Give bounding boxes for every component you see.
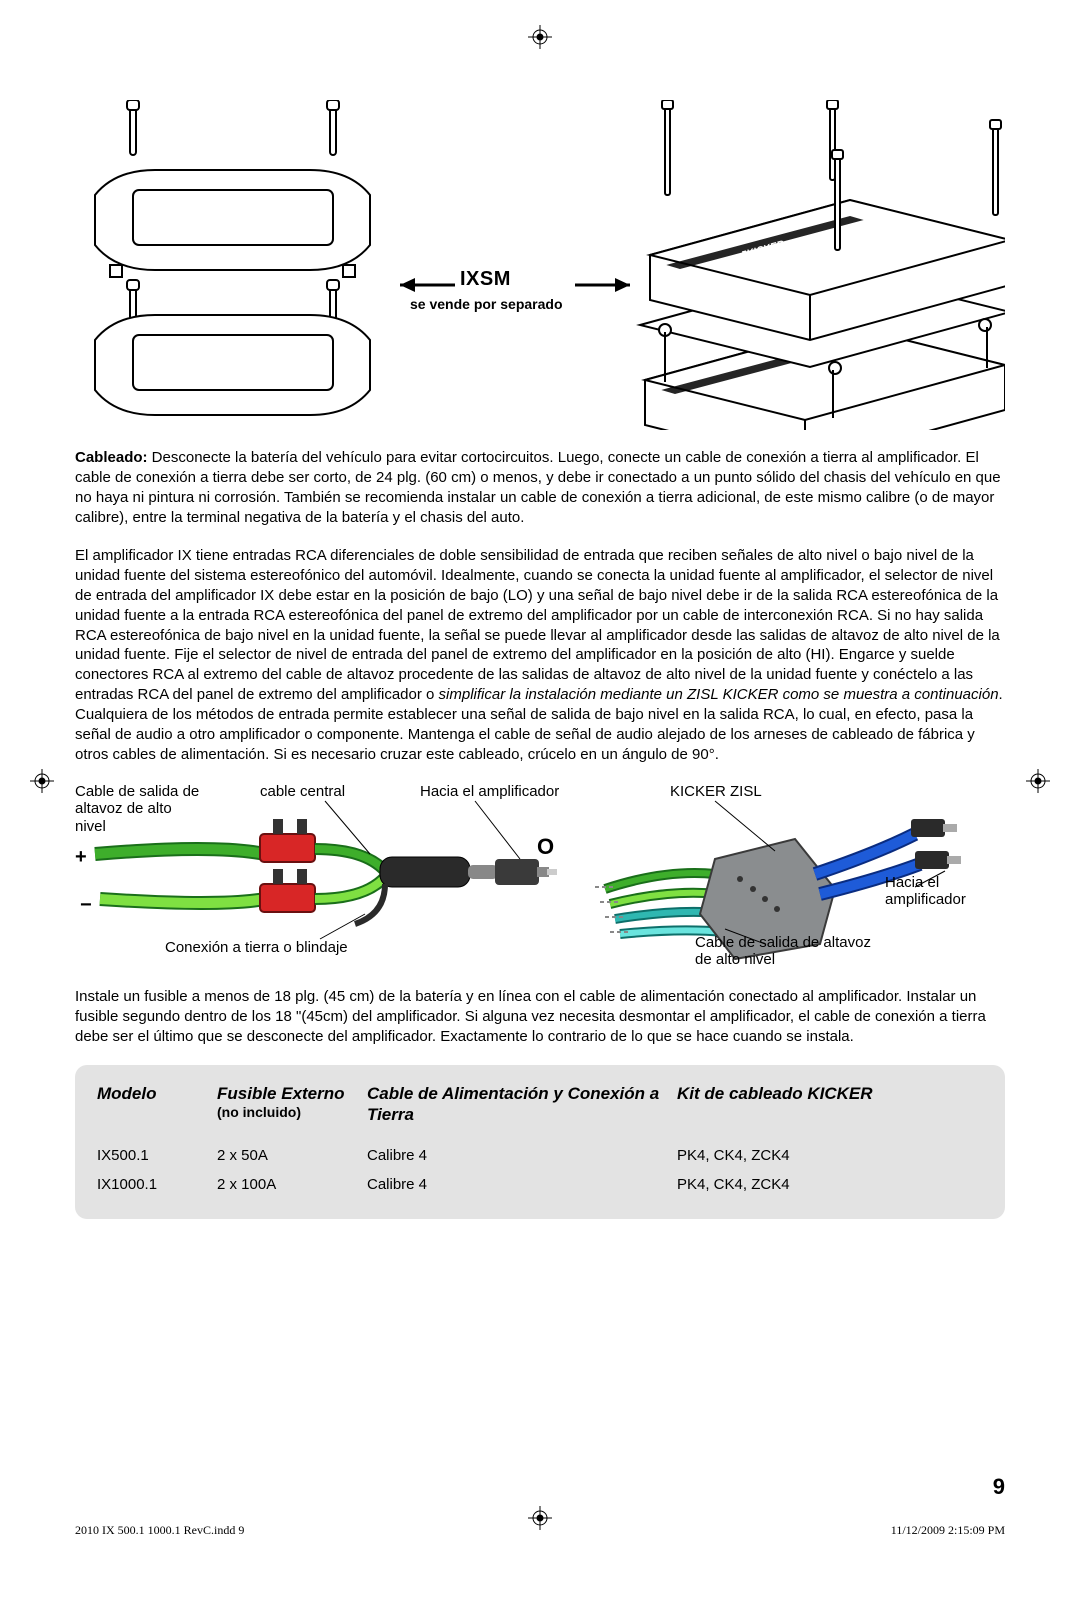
th-fuse: Fusible Externo (no incluido)	[217, 1083, 367, 1126]
ixsm-diagram: ▮KICKER ▮KICKER IXSM se vende por separa…	[75, 100, 1005, 430]
registration-mark-icon	[1026, 769, 1050, 798]
wiring-paragraph-2: El amplificador IX tiene entradas RCA di…	[75, 546, 1005, 765]
label-minus: −	[80, 894, 92, 917]
th-power: Cable de Alimentación y Conexión a Tierr…	[367, 1083, 677, 1126]
label-o-separator: O	[537, 834, 554, 859]
td-power: Calibre 4	[367, 1147, 677, 1164]
fuse-paragraph: Instale un fusible a menos de 18 plg. (4…	[75, 987, 1005, 1047]
wiring-lead: Cableado:	[75, 449, 148, 466]
td-power: Calibre 4	[367, 1176, 677, 1193]
label-center-cable: cable central	[260, 783, 345, 800]
th-kit: Kit de cableado KICKER	[677, 1083, 927, 1126]
label-zisl: KICKER ZISL	[670, 783, 762, 800]
td-model: IX1000.1	[97, 1176, 217, 1193]
th-fuse-sub: (no incluido)	[217, 1104, 367, 1122]
td-model: IX500.1	[97, 1147, 217, 1164]
table-header-row: Modelo Fusible Externo (no incluido) Cab…	[97, 1083, 983, 1126]
label-to-amp-right: Hacia el amplificador	[885, 874, 995, 909]
label-to-amp-left: Hacia el amplificador	[420, 783, 559, 800]
footer-left: 2010 IX 500.1 1000.1 RevC.indd 9	[75, 1523, 244, 1538]
print-footer: 2010 IX 500.1 1000.1 RevC.indd 9 11/12/2…	[75, 1523, 1005, 1538]
wiring-text-1: Desconecte la batería del vehículo para …	[75, 449, 1001, 526]
label-highlevel-out-right: Cable de salida de altavoz de alto nivel	[695, 934, 875, 969]
wiring-text-2-italic: simplificar la instalación mediante un Z…	[439, 686, 999, 703]
td-fuse: 2 x 50A	[217, 1147, 367, 1164]
registration-mark-icon	[528, 25, 552, 54]
th-model: Modelo	[97, 1083, 217, 1126]
table-row: IX1000.1 2 x 100A Calibre 4 PK4, CK4, ZC…	[97, 1170, 983, 1199]
ixsm-subtitle: se vende por separado	[410, 296, 563, 312]
td-kit: PK4, CK4, ZCK4	[677, 1147, 927, 1164]
td-kit: PK4, CK4, ZCK4	[677, 1176, 927, 1193]
ixsm-title: IXSM	[460, 268, 511, 291]
label-plus: +	[75, 846, 87, 869]
page-number: 9	[993, 1474, 1005, 1500]
footer-right: 11/12/2009 2:15:09 PM	[891, 1523, 1005, 1538]
th-fuse-text: Fusible Externo	[217, 1084, 345, 1103]
td-fuse: 2 x 100A	[217, 1176, 367, 1193]
wiring-paragraph-1: Cableado: Desconecte la batería del vehí…	[75, 448, 1005, 528]
label-ground: Conexión a tierra o blindaje	[165, 939, 348, 956]
table-row: IX500.1 2 x 50A Calibre 4 PK4, CK4, ZCK4	[97, 1141, 983, 1170]
registration-mark-icon	[30, 769, 54, 798]
wiring-text-2a: El amplificador IX tiene entradas RCA di…	[75, 547, 1000, 704]
wire-diagram: Cable de salida de altavoz de alto nivel…	[75, 779, 1005, 969]
manual-page: ▮KICKER ▮KICKER IXSM se vende por separa…	[75, 30, 1005, 1570]
label-highlevel-out: Cable de salida de altavoz de alto nivel	[75, 783, 205, 835]
spec-table: Modelo Fusible Externo (no incluido) Cab…	[75, 1065, 1005, 1220]
